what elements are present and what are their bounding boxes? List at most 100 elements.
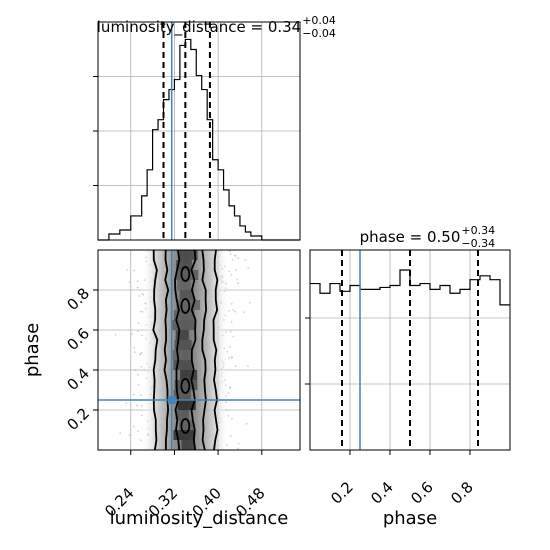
sample-point [248, 301, 251, 304]
luminosity-distance-title-value: 0.34 [268, 18, 301, 36]
density-contour-3 [190, 250, 197, 450]
sample-point [230, 273, 233, 276]
sample-point [133, 269, 136, 272]
density-cell [174, 380, 198, 390]
density-cell [171, 320, 196, 330]
sample-point [132, 393, 135, 396]
joint-density-panel: 0.24 0.32 0.40 0.48 0.20.40.60.8 [63, 249, 301, 520]
sample-point [136, 280, 139, 282]
y-axis-label-phase: phase [22, 323, 43, 377]
density-cell [177, 400, 196, 410]
phase-title: phase = 0.50 [360, 228, 461, 246]
sample-point [137, 430, 139, 433]
phase-histogram-panel: 0.2 0.4 0.6 0.8 [305, 249, 511, 508]
sample-point [139, 353, 142, 356]
sample-point [231, 356, 233, 358]
density-cell [180, 370, 198, 380]
sample-point [126, 269, 128, 271]
sample-point [230, 321, 233, 323]
density-cell [177, 280, 191, 290]
x-axis-label-luminosity-distance: luminosity_distance [110, 508, 289, 529]
density-cell [175, 410, 189, 420]
sample-point [236, 278, 239, 281]
sample-point [231, 417, 233, 420]
density-cell [175, 260, 192, 270]
sample-point [247, 365, 249, 367]
density-inner-contour-1 [180, 378, 191, 394]
sample-point [114, 333, 117, 336]
luminosity-distance-title-prefix: luminosity_distance = [97, 18, 268, 37]
sample-point [234, 310, 237, 313]
density-contour-4 [201, 250, 208, 450]
luminosity-distance-title-minus: −0.04 [302, 27, 336, 40]
density-cell [172, 350, 193, 360]
sample-point [129, 253, 132, 255]
phase-xtick-label-0: 0.2 [327, 478, 357, 508]
sample-point [139, 439, 142, 442]
density-cell [173, 360, 193, 370]
sample-point [237, 257, 240, 260]
sample-point [237, 442, 240, 445]
density-inner-contour-3 [180, 298, 191, 314]
sample-point [136, 404, 138, 407]
sample-point [125, 402, 128, 405]
density-cell [176, 300, 200, 310]
density-cell [175, 270, 199, 280]
sample-point [231, 258, 234, 261]
sample-point [230, 330, 232, 333]
sample-point [140, 394, 142, 396]
sample-point [138, 295, 141, 297]
density-cell [173, 310, 195, 320]
density-contour-2 [174, 250, 181, 450]
sample-point [234, 254, 237, 257]
density-contour-5 [212, 250, 219, 450]
sample-point [139, 353, 142, 355]
density-contour-0 [152, 250, 159, 450]
sample-point [137, 373, 139, 376]
density-cell [174, 340, 192, 350]
density-inner-contour-0 [180, 266, 191, 282]
phase-title-minus: −0.34 [461, 237, 495, 250]
sample-point [133, 351, 136, 354]
joint-density-frame [97, 249, 301, 451]
sample-point [247, 267, 250, 270]
sample-point [229, 386, 232, 389]
joint-ytick-label-2: 0.6 [63, 324, 93, 354]
sample-point [234, 255, 237, 257]
sample-point [245, 422, 248, 425]
phase-xtick-label-3: 0.8 [447, 478, 477, 508]
sample-point [119, 432, 122, 434]
density-cell [175, 330, 189, 340]
sample-point [230, 302, 233, 305]
sample-point [136, 286, 139, 289]
sample-point [131, 333, 133, 335]
phase-title-value: 0.50 [427, 228, 460, 246]
density-cell [181, 440, 195, 450]
density-cell [179, 290, 194, 300]
phase-title-prefix: phase = [360, 228, 427, 246]
sample-point [137, 330, 139, 333]
sample-point [237, 447, 240, 450]
sample-point [137, 383, 140, 386]
sample-point [139, 310, 142, 313]
luminosity-distance-histogram-frame [97, 21, 301, 241]
sample-point [243, 311, 246, 314]
density-cell [179, 420, 194, 430]
sample-point [234, 269, 237, 271]
sample-point [128, 434, 131, 437]
density-cell [173, 390, 191, 400]
sample-point [232, 335, 235, 338]
joint-ytick-label-0: 0.2 [63, 404, 93, 434]
sample-point [137, 322, 140, 325]
sample-point [229, 250, 231, 253]
sample-point [229, 435, 232, 438]
phase-xtick-label-1: 0.4 [367, 478, 397, 508]
sample-point [229, 252, 232, 255]
luminosity-distance-title: luminosity_distance = 0.34 [97, 18, 301, 37]
luminosity-distance-title-plus: +0.04 [302, 14, 336, 27]
sample-point [232, 308, 235, 311]
density-contour-1 [163, 250, 170, 450]
density-cell [173, 430, 195, 440]
sample-point [244, 259, 247, 261]
